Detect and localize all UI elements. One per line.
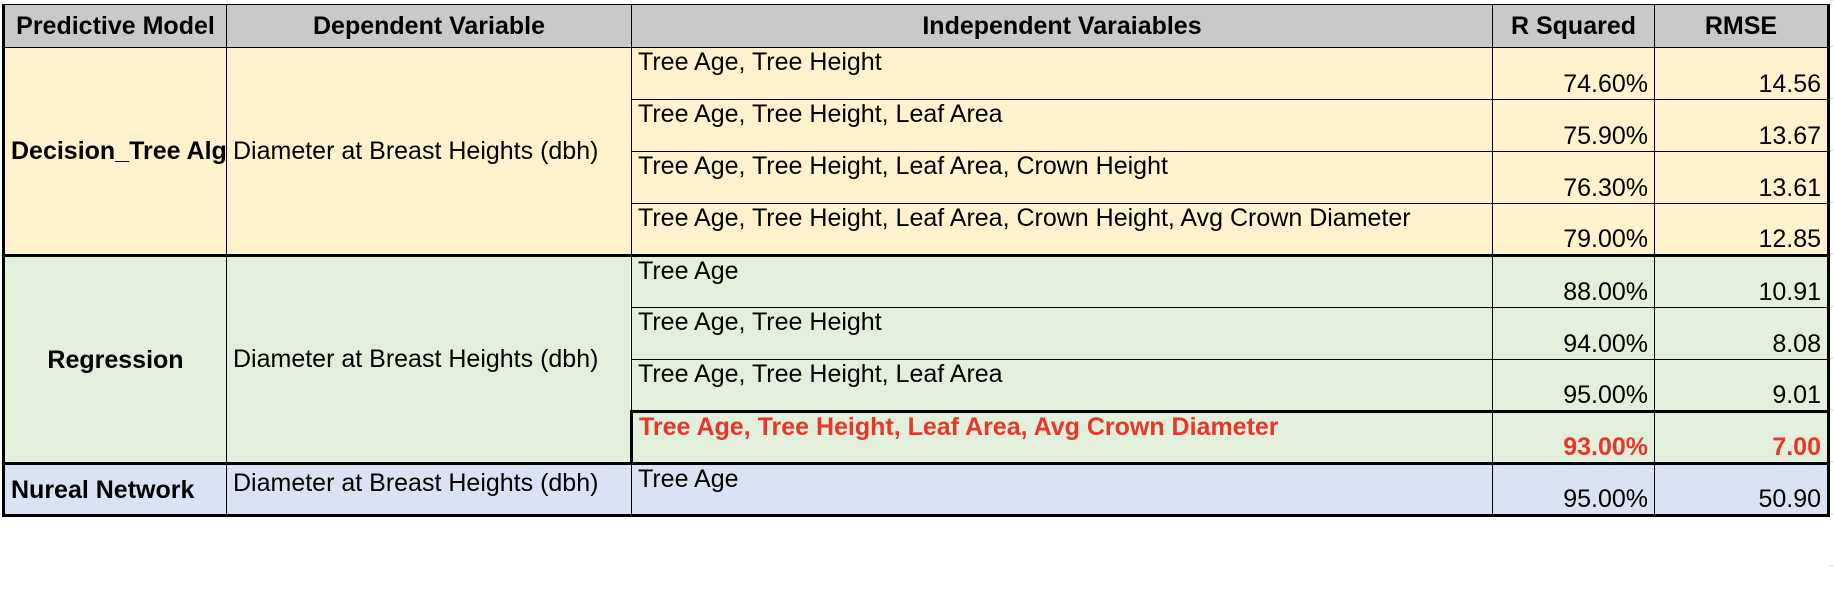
dependent-variable-cell[interactable]: Diameter at Breast Heights (dbh) bbox=[226, 463, 632, 517]
table-row: Tree Age, Tree Height 94.00% 8.08 bbox=[4, 307, 1830, 360]
independent-variables-cell[interactable]: Tree Age, Tree Height bbox=[631, 47, 1493, 100]
model-cell[interactable]: Nureal Network bbox=[2, 463, 227, 517]
r-squared-cell[interactable]: 79.00% bbox=[1492, 203, 1655, 257]
rmse-cell[interactable]: 10.91 bbox=[1654, 255, 1830, 308]
dependent-variable-cell[interactable]: Diameter at Breast Heights (dbh) bbox=[226, 47, 632, 257]
r-squared-cell[interactable]: 94.00% bbox=[1492, 307, 1655, 360]
table-row: Tree Age, Tree Height, Leaf Area 95.00% … bbox=[4, 359, 1830, 412]
rmse-cell-highlighted[interactable]: 7.00 bbox=[1654, 410, 1830, 465]
independent-variables-cell[interactable]: Tree Age, Tree Height, Leaf Area, Crown … bbox=[631, 203, 1493, 257]
independent-variables-cell-highlighted[interactable]: Tree Age, Tree Height, Leaf Area, Avg Cr… bbox=[630, 410, 1493, 465]
r-squared-cell[interactable]: 95.00% bbox=[1492, 463, 1655, 517]
header-rmse[interactable]: RMSE bbox=[1654, 4, 1830, 48]
group-neural-network: Nureal Network Diameter at Breast Height… bbox=[2, 463, 1830, 517]
header-dependent-variable[interactable]: Dependent Variable bbox=[226, 4, 632, 48]
rmse-cell[interactable]: 12.85 bbox=[1654, 203, 1830, 257]
independent-variables-cell[interactable]: Tree Age bbox=[631, 255, 1493, 308]
table-row-highlighted: Tree Age, Tree Height, Leaf Area, Avg Cr… bbox=[4, 410, 1830, 465]
independent-variables-cell[interactable]: Tree Age bbox=[631, 463, 1493, 517]
independent-variables-cell[interactable]: Tree Age, Tree Height, Leaf Area bbox=[631, 359, 1493, 412]
group-decision-tree: Decision_Tree Algorism Diameter at Breas… bbox=[2, 47, 1830, 257]
r-squared-cell[interactable]: 75.90% bbox=[1492, 99, 1655, 152]
independent-variables-cell[interactable]: Tree Age, Tree Height, Leaf Area, Crown … bbox=[631, 151, 1493, 204]
rmse-cell[interactable]: 14.56 bbox=[1654, 47, 1830, 100]
header-predictive-model[interactable]: Predictive Model bbox=[2, 4, 227, 48]
rmse-cell[interactable]: 8.08 bbox=[1654, 307, 1830, 360]
rmse-cell[interactable]: 13.61 bbox=[1654, 151, 1830, 204]
independent-variables-cell[interactable]: Tree Age, Tree Height, Leaf Area bbox=[631, 99, 1493, 152]
table-row: Regression Diameter at Breast Heights (d… bbox=[2, 255, 1830, 465]
table-row: Nureal Network Diameter at Breast Height… bbox=[2, 463, 1830, 517]
model-cell[interactable]: Regression bbox=[2, 255, 227, 465]
header-row: Predictive Model Dependent Variable Inde… bbox=[2, 4, 1830, 48]
dependent-variable-cell[interactable]: Diameter at Breast Heights (dbh) bbox=[226, 255, 632, 465]
r-squared-cell[interactable]: 88.00% bbox=[1492, 255, 1655, 308]
r-squared-cell[interactable]: 76.30% bbox=[1492, 151, 1655, 204]
table-row: Tree Age, Tree Height, Leaf Area, Crown … bbox=[4, 203, 1830, 257]
independent-variables-cell[interactable]: Tree Age, Tree Height bbox=[631, 307, 1493, 360]
header-independent-variables[interactable]: Independent Varaiables bbox=[631, 4, 1493, 48]
rmse-cell[interactable]: 50.90 bbox=[1654, 463, 1830, 517]
table-row: Decision_Tree Algorism Diameter at Breas… bbox=[2, 47, 1830, 257]
r-squared-cell-highlighted[interactable]: 93.00% bbox=[1492, 410, 1655, 465]
table-row: Tree Age, Tree Height, Leaf Area 75.90% … bbox=[4, 99, 1830, 152]
rmse-cell[interactable]: 9.01 bbox=[1654, 359, 1830, 412]
model-cell[interactable]: Decision_Tree Algorism bbox=[2, 47, 227, 257]
table-row: Tree Age, Tree Height, Leaf Area, Crown … bbox=[4, 151, 1830, 204]
rmse-cell[interactable]: 13.67 bbox=[1654, 99, 1830, 152]
header-r-squared[interactable]: R Squared bbox=[1492, 4, 1655, 48]
model-comparison-table: Predictive Model Dependent Variable Inde… bbox=[2, 4, 1830, 517]
group-regression: Regression Diameter at Breast Heights (d… bbox=[2, 255, 1830, 465]
r-squared-cell[interactable]: 74.60% bbox=[1492, 47, 1655, 100]
r-squared-cell[interactable]: 95.00% bbox=[1492, 359, 1655, 412]
